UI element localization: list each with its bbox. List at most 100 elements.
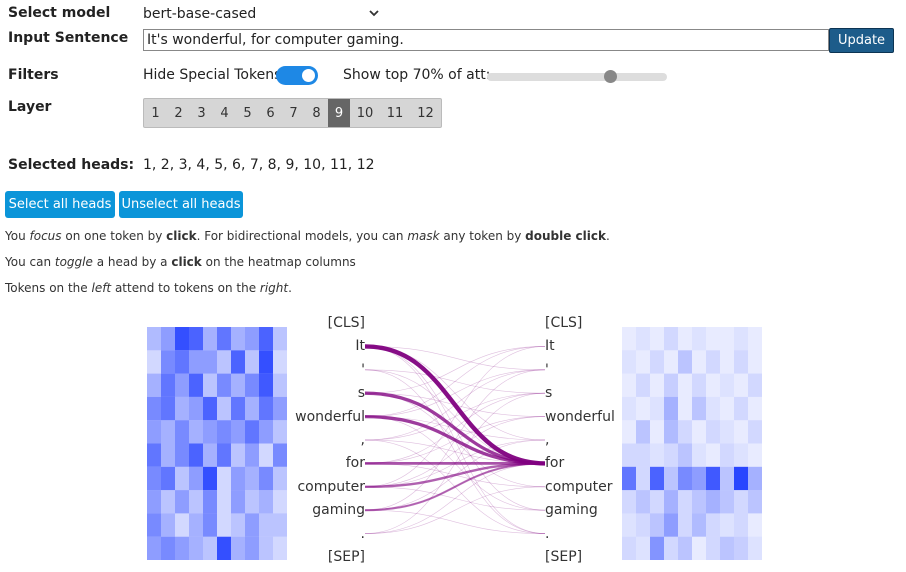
attention-line [364,416,546,488]
left-token[interactable]: for [345,455,365,472]
heatmap-cell [273,513,287,537]
heatmap-cell [636,536,650,560]
right-token[interactable]: . [545,525,550,542]
heatmap-cell [650,420,664,444]
heatmap-cell [692,443,706,467]
right-heatmap [622,327,762,560]
right-token[interactable]: computer [545,478,613,495]
attention-line [364,392,546,441]
attention-line [364,486,546,534]
heatmap-cell [664,350,678,374]
heatmap-cell [734,327,748,351]
left-token[interactable]: [SEP] [327,549,365,565]
left-token[interactable]: It [355,338,365,355]
heatmap-cell [217,536,231,560]
toggle-knob [302,69,315,82]
chevron-down-icon [368,6,380,22]
heatmap-cell [147,396,161,421]
heatmap-cell [622,490,636,514]
left-token[interactable]: [CLS] [327,315,365,331]
heatmap-cell [748,420,762,444]
attention-line-strong [364,462,546,512]
heatmap-cell [147,513,161,537]
right-token[interactable]: [CLS] [545,315,583,331]
heatmap-cell [734,350,748,374]
heatmap-cell [231,466,245,491]
heatmap-cell [231,420,245,444]
layer-12-button[interactable]: 12 [417,105,434,121]
heatmap-cell [720,536,734,560]
heatmap-cell [678,373,692,397]
heatmap-cell [217,490,231,514]
heatmap-cell [175,420,189,444]
heatmap-cell [706,327,720,351]
attention-threshold-slider[interactable] [487,73,667,81]
hide-special-tokens-toggle[interactable] [276,66,318,85]
unselect-all-heads-button[interactable]: Unselect all heads [119,191,243,218]
right-token[interactable]: s [545,385,553,402]
model-select[interactable]: bert-base-cased [143,3,380,25]
right-token[interactable]: ' [545,361,549,378]
layer-5-button[interactable]: 5 [243,105,252,121]
layer-7-button[interactable]: 7 [289,105,298,121]
heatmap-cell [203,420,217,444]
heatmap-cell [189,536,203,560]
left-heatmap [147,327,287,560]
layer-2-button[interactable]: 2 [174,105,183,121]
left-token[interactable]: ' [361,361,365,378]
hide-special-tokens-label: Hide Special Tokens [143,67,282,83]
right-token[interactable]: wonderful [545,408,615,425]
heatmap-cell [217,420,231,444]
heatmap-cell [245,373,259,397]
heatmap-cell [622,373,636,397]
heatmap-cell [706,420,720,444]
heatmap-cell [622,443,636,467]
right-token[interactable]: gaming [545,502,598,519]
layer-1-button[interactable]: 1 [151,105,160,121]
sentence-input[interactable]: It's wonderful, for computer gaming. [143,29,829,51]
heatmap-cell [664,466,678,491]
slider-thumb[interactable] [604,70,617,83]
right-token[interactable]: , [545,432,550,448]
layer-6-button[interactable]: 6 [266,105,275,121]
update-button[interactable]: Update [829,28,894,53]
heatmap-cell [636,420,650,444]
heatmap-cell [622,513,636,537]
heatmap-cell [189,350,203,374]
left-token[interactable]: , [360,432,365,448]
heatmap-cell [231,327,245,351]
heatmap-cell [734,420,748,444]
left-token[interactable]: . [360,525,365,542]
heatmap-cell [622,327,636,351]
selected-heads-value: 1, 2, 3, 4, 5, 6, 7, 8, 9, 10, 11, 12 [143,157,375,173]
heatmap-cell [203,490,217,514]
heatmap-cell [189,420,203,444]
heatmap-cell [692,490,706,514]
heatmap-cell [161,396,175,421]
left-token[interactable]: s [357,385,365,402]
select-all-heads-button[interactable]: Select all heads [5,191,115,218]
layer-11-button[interactable]: 11 [386,105,404,121]
right-token[interactable]: [SEP] [545,549,583,565]
heatmap-cell [273,490,287,514]
right-token[interactable]: for [545,455,565,472]
heatmap-cell [203,396,217,421]
left-token[interactable]: gaming [312,502,365,519]
left-token[interactable]: wonderful [295,408,365,425]
layer-9-button[interactable]: 9 [328,99,350,127]
layer-8-button[interactable]: 8 [312,105,321,121]
layer-4-button[interactable]: 4 [220,105,229,121]
heatmap-cell [692,396,706,421]
right-token[interactable]: It [545,338,555,355]
heatmap-cell [273,420,287,444]
heatmap-cell [734,490,748,514]
layer-3-button[interactable]: 3 [197,105,206,121]
heatmap-cell [622,350,636,374]
left-token[interactable]: computer [297,478,365,495]
heatmap-cell [748,443,762,467]
heatmap-cell [678,536,692,560]
help-line-1: You focus on one token by click. For bid… [5,229,610,243]
layer-10-button[interactable]: 10 [356,105,374,121]
heatmap-cell [147,443,161,467]
heatmap-cell [273,536,287,560]
